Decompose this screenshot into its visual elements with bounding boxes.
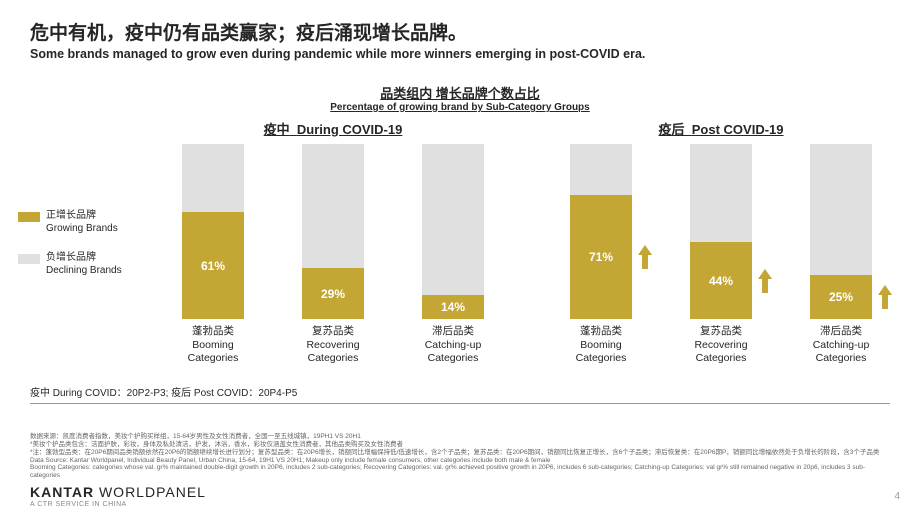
legend-growing-text: 正增长品牌 Growing Brands [46, 209, 118, 235]
bar-declining [422, 144, 484, 295]
brand-main: KANTAR WORLDPANEL [30, 484, 206, 500]
brand: KANTAR WORLDPANEL A CTR SERVICE IN CHINA [30, 484, 890, 508]
legend-growing: 正增长品牌 Growing Brands [18, 209, 153, 235]
bar-group: 61% [168, 144, 258, 319]
bar-value-label: 61% [201, 259, 225, 273]
arrow-up-icon [636, 243, 654, 271]
chart-post-covid: 疫后 Post COVID-19 71% 44% 25% 蓬勃品类BoomingCa… [541, 119, 901, 366]
page-number: 4 [894, 491, 900, 502]
legend-declining-text: 负增长品牌 Declining Brands [46, 251, 122, 277]
bar-stack: 44% [690, 144, 752, 319]
arrow-up-icon [876, 283, 894, 311]
title-area: 危中有机，疫中仍有品类赢家；疫后涌现增长品牌。 Some brands mana… [0, 0, 920, 69]
cats-left: 蓬勃品类BoomingCategories 复苏品类RecoveringCateg… [153, 319, 513, 366]
bar-growing: 29% [302, 268, 364, 319]
arrow-up-icon [756, 267, 774, 295]
legend-declining: 负增长品牌 Declining Brands [18, 251, 153, 277]
chart-during-covid: 疫中 During COVID-19 61% 29% 14% 蓬勃品类Booming… [153, 119, 513, 366]
cats-right: 蓬勃品类BoomingCategories 复苏品类RecoveringCateg… [541, 319, 901, 366]
footer: 数据来源：凯度消费者指数，美妆个护购买样组，15-64岁男性及女性消费者，全国一… [0, 433, 920, 508]
bar-stack: 61% [182, 144, 244, 319]
subtitle-en: Percentage of growing brand by Sub-Categ… [0, 102, 920, 113]
bar-value-label: 14% [441, 300, 465, 314]
brand-sub: A CTR SERVICE IN CHINA [30, 501, 206, 508]
bar-declining [302, 144, 364, 268]
chart-left-header: 疫中 During COVID-19 [153, 119, 513, 138]
bar-stack: 71% [570, 144, 632, 319]
swatch-growing [18, 212, 40, 222]
bar-group: 25% [796, 144, 886, 319]
bar-group: 14% [408, 144, 498, 319]
arrow-up-icon [636, 243, 654, 271]
arrow-up-icon [876, 283, 894, 311]
bar-declining [182, 144, 244, 212]
arrow-up-icon [756, 267, 774, 295]
chart-right-header: 疫后 Post COVID-19 [541, 119, 901, 138]
footer-fine: 数据来源：凯度消费者指数，美妆个护购买样组，15-64岁男性及女性消费者，全国一… [30, 433, 890, 480]
bar-value-label: 44% [709, 274, 733, 288]
bar-group: 71% [556, 144, 646, 319]
subtitle-zh: 品类组内 增长品牌个数占比 [0, 83, 920, 102]
bar-group: 29% [288, 144, 378, 319]
bar-value-label: 29% [321, 287, 345, 301]
category-label: 复苏品类RecoveringCategories [288, 325, 378, 366]
bar-stack: 25% [810, 144, 872, 319]
bar-value-label: 71% [589, 250, 613, 264]
period-note: 疫中 During COVID：20P2-P3; 疫后 Post COVID：2… [30, 384, 890, 404]
bar-declining [690, 144, 752, 242]
bar-value-label: 25% [829, 290, 853, 304]
bar-stack: 14% [422, 144, 484, 319]
bar-growing: 25% [810, 275, 872, 319]
bar-growing: 44% [690, 242, 752, 319]
bar-growing: 61% [182, 212, 244, 319]
swatch-declining [18, 254, 40, 264]
category-label: 复苏品类RecoveringCategories [676, 325, 766, 366]
bar-declining [810, 144, 872, 275]
legend: 正增长品牌 Growing Brands 负增长品牌 Declining Bra… [18, 119, 153, 366]
category-label: 滞后品类Catching-upCategories [408, 325, 498, 366]
bars-right: 71% 44% 25% [541, 144, 901, 319]
chart-row: 正增长品牌 Growing Brands 负增长品牌 Declining Bra… [0, 119, 920, 366]
bar-group: 44% [676, 144, 766, 319]
category-label: 滞后品类Catching-upCategories [796, 325, 886, 366]
bar-growing: 14% [422, 295, 484, 320]
category-label: 蓬勃品类BoomingCategories [168, 325, 258, 366]
bar-stack: 29% [302, 144, 364, 319]
title-en: Some brands managed to grow even during … [30, 47, 890, 61]
category-label: 蓬勃品类BoomingCategories [556, 325, 646, 366]
bars-left: 61% 29% 14% [153, 144, 513, 319]
bar-growing: 71% [570, 195, 632, 319]
subtitle-area: 品类组内 增长品牌个数占比 Percentage of growing bran… [0, 83, 920, 113]
bar-declining [570, 144, 632, 195]
title-zh: 危中有机，疫中仍有品类赢家；疫后涌现增长品牌。 [30, 18, 890, 45]
